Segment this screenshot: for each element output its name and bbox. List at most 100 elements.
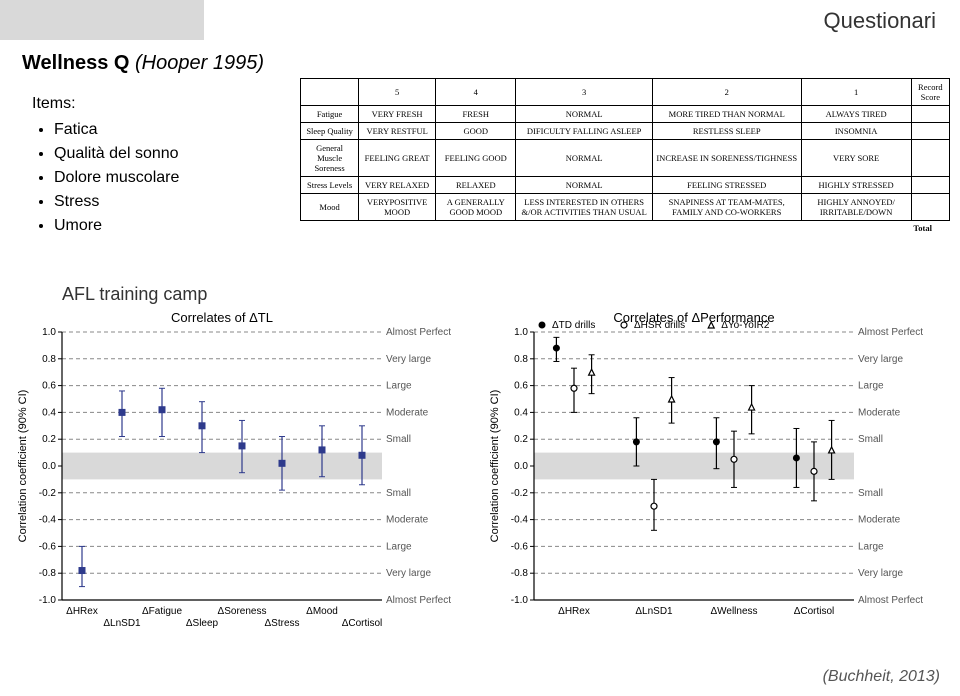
table-cell: LESS INTERESTED IN OTHERS &/OR ACTIVITIE… — [516, 194, 652, 221]
table-cell: FEELING GREAT — [359, 140, 436, 177]
table-cell — [911, 140, 949, 177]
svg-text:-0.4: -0.4 — [511, 515, 529, 526]
table-header-cell: Record Score — [911, 79, 949, 106]
table-row-label: Mood — [301, 194, 359, 221]
page-title: Questionari — [823, 8, 936, 34]
svg-text:-1.0: -1.0 — [511, 595, 529, 606]
table-row-label: Stress Levels — [301, 177, 359, 194]
afl-label: AFL training camp — [62, 284, 207, 305]
svg-text:-0.8: -0.8 — [39, 568, 57, 579]
svg-text:0.4: 0.4 — [514, 407, 528, 418]
items-block: Items: FaticaQualità del sonnoDolore mus… — [32, 92, 179, 238]
table-cell: INSOMNIA — [801, 123, 911, 140]
svg-text:ΔFatigue: ΔFatigue — [142, 606, 182, 617]
table-cell: VERY RELAXED — [359, 177, 436, 194]
svg-text:0.8: 0.8 — [514, 354, 528, 365]
svg-text:1.0: 1.0 — [514, 327, 528, 338]
svg-text:ΔCortisol: ΔCortisol — [794, 606, 835, 617]
svg-text:Very large: Very large — [858, 354, 903, 365]
items-list-entry: Qualità del sonno — [54, 142, 179, 166]
svg-text:Large: Large — [386, 381, 412, 392]
svg-text:Large: Large — [386, 541, 412, 552]
section-title: Wellness Q (Hooper 1995) — [22, 52, 264, 75]
table-row: FatigueVERY FRESHFRESHNORMALMORE TIRED T… — [301, 106, 950, 123]
table-cell: ALWAYS TIRED — [801, 106, 911, 123]
table-row-label: General Muscle Soreness — [301, 140, 359, 177]
table-cell: VERYPOSITIVE MOOD — [359, 194, 436, 221]
table-cell: NORMAL — [516, 106, 652, 123]
section-title-strong: Wellness Q — [22, 52, 129, 74]
citation: (Buchheit, 2013) — [823, 668, 940, 686]
svg-text:0.4: 0.4 — [42, 407, 56, 418]
svg-text:Moderate: Moderate — [858, 407, 901, 418]
svg-text:Small: Small — [386, 434, 411, 445]
svg-text:1.0: 1.0 — [42, 327, 56, 338]
table-cell: NORMAL — [516, 177, 652, 194]
table-row-label: Sleep Quality — [301, 123, 359, 140]
svg-text:-0.2: -0.2 — [511, 488, 529, 499]
svg-text:ΔCortisol: ΔCortisol — [342, 618, 383, 629]
svg-text:Correlation coefficient (90% C: Correlation coefficient (90% CI) — [489, 390, 501, 543]
table-cell — [911, 177, 949, 194]
svg-text:Moderate: Moderate — [858, 515, 901, 526]
svg-text:Small: Small — [858, 434, 883, 445]
items-list-entry: Fatica — [54, 118, 179, 142]
table-header-cell: 4 — [436, 79, 516, 106]
svg-text:Large: Large — [858, 381, 884, 392]
table-cell: FRESH — [436, 106, 516, 123]
table-cell: RESTLESS SLEEP — [652, 123, 801, 140]
wellness-table: 54321Record ScoreFatigueVERY FRESHFRESHN… — [300, 78, 950, 221]
chart-correlates-performance: Almost Perfect Very large Large Moderate Sma… — [484, 308, 948, 658]
svg-text:ΔSleep: ΔSleep — [186, 618, 219, 629]
table-header-cell: 5 — [359, 79, 436, 106]
table-header-cell: 3 — [516, 79, 652, 106]
svg-text:Small: Small — [858, 488, 883, 499]
svg-text:-0.6: -0.6 — [39, 541, 57, 552]
table-cell: HIGHLY STRESSED — [801, 177, 911, 194]
wellness-table-wrap: 54321Record ScoreFatigueVERY FRESHFRESHN… — [300, 78, 950, 233]
svg-text:0.0: 0.0 — [514, 461, 528, 472]
items-list-entry: Umore — [54, 214, 179, 238]
svg-text:0.8: 0.8 — [42, 354, 56, 365]
header-grey-bar — [0, 0, 204, 40]
table-cell: FEELING STRESSED — [652, 177, 801, 194]
items-heading: Items: — [32, 92, 179, 116]
svg-text:0.6: 0.6 — [42, 381, 56, 392]
table-header-cell: 2 — [652, 79, 801, 106]
svg-text:0.2: 0.2 — [42, 434, 56, 445]
table-row: Stress LevelsVERY RELAXEDRELAXEDNORMALFE… — [301, 177, 950, 194]
table-row-label: Fatigue — [301, 106, 359, 123]
svg-text:-0.8: -0.8 — [511, 568, 529, 579]
svg-text:ΔYo-YoIR2: ΔYo-YoIR2 — [721, 320, 770, 331]
items-list-entry: Dolore muscolare — [54, 166, 179, 190]
svg-text:Correlates of ΔTL: Correlates of ΔTL — [171, 310, 273, 325]
svg-text:Almost Perfect: Almost Perfect — [858, 595, 923, 606]
table-row: General Muscle SorenessFEELING GREATFEEL… — [301, 140, 950, 177]
charts-row: Almost Perfect Very large Large Moderate Sma… — [12, 308, 948, 658]
chart-correlates-tl: Almost PerfectVery largeLargeModerateSma… — [12, 308, 476, 658]
table-row: Sleep QualityVERY RESTFULGOODDIFICULTY F… — [301, 123, 950, 140]
svg-text:Almost Perfect: Almost Perfect — [386, 327, 451, 338]
svg-text:ΔHSR drills: ΔHSR drills — [634, 320, 685, 331]
svg-text:0.6: 0.6 — [514, 381, 528, 392]
svg-text:ΔStress: ΔStress — [264, 618, 299, 629]
svg-text:-0.6: -0.6 — [511, 541, 529, 552]
total-label: Total — [300, 221, 950, 233]
items-list: FaticaQualità del sonnoDolore muscolareS… — [32, 118, 179, 238]
svg-text:ΔLnSD1: ΔLnSD1 — [635, 606, 673, 617]
svg-text:ΔSoreness: ΔSoreness — [218, 606, 267, 617]
svg-text:0.2: 0.2 — [514, 434, 528, 445]
svg-text:ΔLnSD1: ΔLnSD1 — [103, 618, 141, 629]
svg-text:-0.2: -0.2 — [39, 488, 57, 499]
items-list-entry: Stress — [54, 190, 179, 214]
svg-text:ΔHRex: ΔHRex — [66, 606, 98, 617]
table-cell — [911, 194, 949, 221]
svg-text:Very large: Very large — [386, 568, 431, 579]
table-cell: FEELING GOOD — [436, 140, 516, 177]
table-cell: SNAPINESS AT TEAM-MATES, FAMILY AND CO-W… — [652, 194, 801, 221]
section-title-ref: (Hooper 1995) — [135, 52, 264, 74]
table-cell: VERY SORE — [801, 140, 911, 177]
svg-text:Correlation coefficient (90% C: Correlation coefficient (90% CI) — [17, 390, 29, 543]
table-cell: INCREASE IN SORENESS/TIGHNESS — [652, 140, 801, 177]
table-header-cell — [301, 79, 359, 106]
